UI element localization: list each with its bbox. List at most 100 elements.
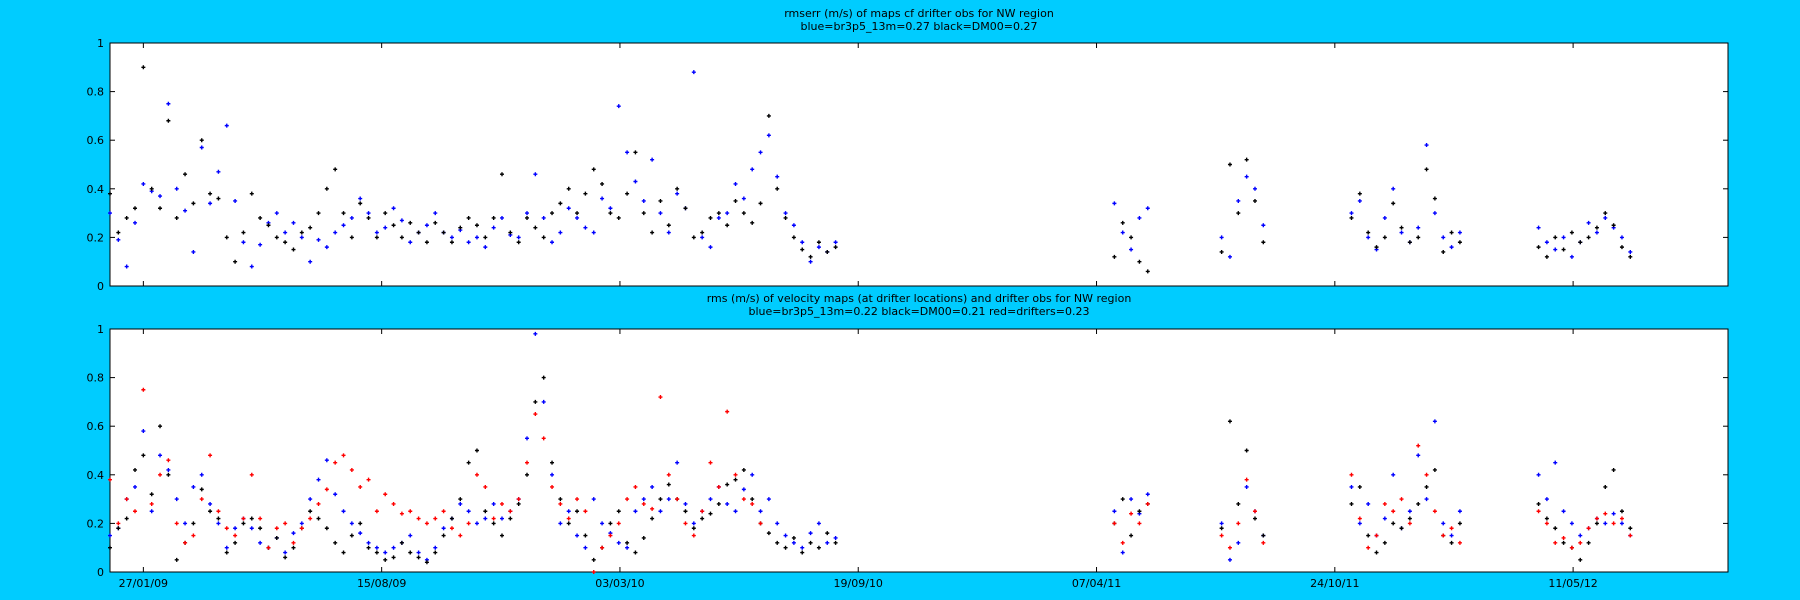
data-point — [399, 511, 404, 516]
data-point — [750, 220, 755, 225]
data-point — [383, 211, 388, 216]
data-point — [508, 509, 513, 514]
data-point — [116, 230, 121, 235]
data-point — [1611, 521, 1616, 526]
data-point — [216, 509, 221, 514]
data-point — [441, 230, 446, 235]
data-point — [299, 230, 304, 235]
data-point — [1569, 521, 1574, 526]
data-point — [650, 484, 655, 489]
data-point — [716, 501, 721, 506]
data-point — [675, 191, 680, 196]
data-point — [499, 172, 504, 177]
data-point — [741, 196, 746, 201]
data-point — [716, 211, 721, 216]
data-point — [166, 472, 171, 477]
data-point — [825, 249, 830, 254]
data-point — [800, 550, 805, 555]
data-point — [558, 230, 563, 235]
data-point — [750, 501, 755, 506]
data-point — [1391, 472, 1396, 477]
data-point — [1536, 509, 1541, 514]
data-point — [1407, 521, 1412, 526]
data-point — [374, 235, 379, 240]
data-point — [141, 181, 146, 186]
data-point — [208, 453, 213, 458]
data-point — [516, 240, 521, 245]
data-point — [158, 206, 163, 211]
y-tick-label: 0.4 — [87, 183, 105, 196]
data-point — [691, 521, 696, 526]
data-point — [208, 509, 213, 514]
data-point — [424, 240, 429, 245]
data-point — [1357, 198, 1362, 203]
data-point — [1261, 240, 1266, 245]
data-point — [1399, 225, 1404, 230]
data-point — [166, 458, 171, 463]
data-point — [658, 198, 663, 203]
data-point — [1611, 511, 1616, 516]
data-point — [833, 535, 838, 540]
data-point — [1603, 211, 1608, 216]
data-point — [800, 240, 805, 245]
data-point — [791, 223, 796, 228]
data-point — [1236, 501, 1241, 506]
data-point — [1145, 492, 1150, 497]
data-point — [1261, 540, 1266, 545]
data-point — [1432, 211, 1437, 216]
data-point — [1349, 501, 1354, 506]
data-point — [616, 521, 621, 526]
data-point — [466, 460, 471, 465]
data-point — [666, 223, 671, 228]
data-point — [1236, 521, 1241, 526]
data-point — [1578, 240, 1583, 245]
data-point — [591, 557, 596, 562]
data-point — [391, 501, 396, 506]
data-point — [424, 521, 429, 526]
data-point — [1145, 269, 1150, 274]
data-point — [750, 167, 755, 172]
data-point — [700, 235, 705, 240]
data-point — [408, 533, 413, 538]
data-point — [816, 245, 821, 250]
data-point — [441, 533, 446, 538]
data-point — [1416, 235, 1421, 240]
data-point — [1619, 235, 1624, 240]
data-point — [391, 555, 396, 560]
data-point — [366, 545, 371, 550]
data-point — [558, 521, 563, 526]
data-point — [1416, 501, 1421, 506]
data-point — [1578, 540, 1583, 545]
data-point — [1628, 526, 1633, 531]
data-point — [266, 223, 271, 228]
data-point — [525, 215, 530, 220]
data-point — [1129, 247, 1134, 252]
data-point — [1569, 545, 1574, 550]
data-point — [1536, 245, 1541, 250]
data-point — [449, 526, 454, 531]
data-point — [725, 409, 730, 414]
data-point — [675, 186, 680, 191]
data-point — [766, 531, 771, 536]
data-point — [1145, 206, 1150, 211]
data-point — [1357, 191, 1362, 196]
data-point — [499, 533, 504, 538]
data-point — [249, 472, 254, 477]
data-point — [691, 526, 696, 531]
data-point — [283, 240, 288, 245]
data-point — [1236, 198, 1241, 203]
data-point — [1603, 521, 1608, 526]
data-point — [199, 138, 204, 143]
data-point — [1366, 545, 1371, 550]
data-point — [641, 497, 646, 502]
data-point — [1536, 225, 1541, 230]
data-point — [224, 123, 229, 128]
y-tick-label: 0.6 — [87, 420, 105, 433]
chart-title: rms (m/s) of velocity maps (at drifter l… — [707, 292, 1132, 305]
data-point — [391, 206, 396, 211]
data-point — [116, 237, 121, 242]
data-point — [241, 240, 246, 245]
data-point — [483, 235, 488, 240]
series-red — [108, 387, 1633, 574]
data-point — [550, 460, 555, 465]
